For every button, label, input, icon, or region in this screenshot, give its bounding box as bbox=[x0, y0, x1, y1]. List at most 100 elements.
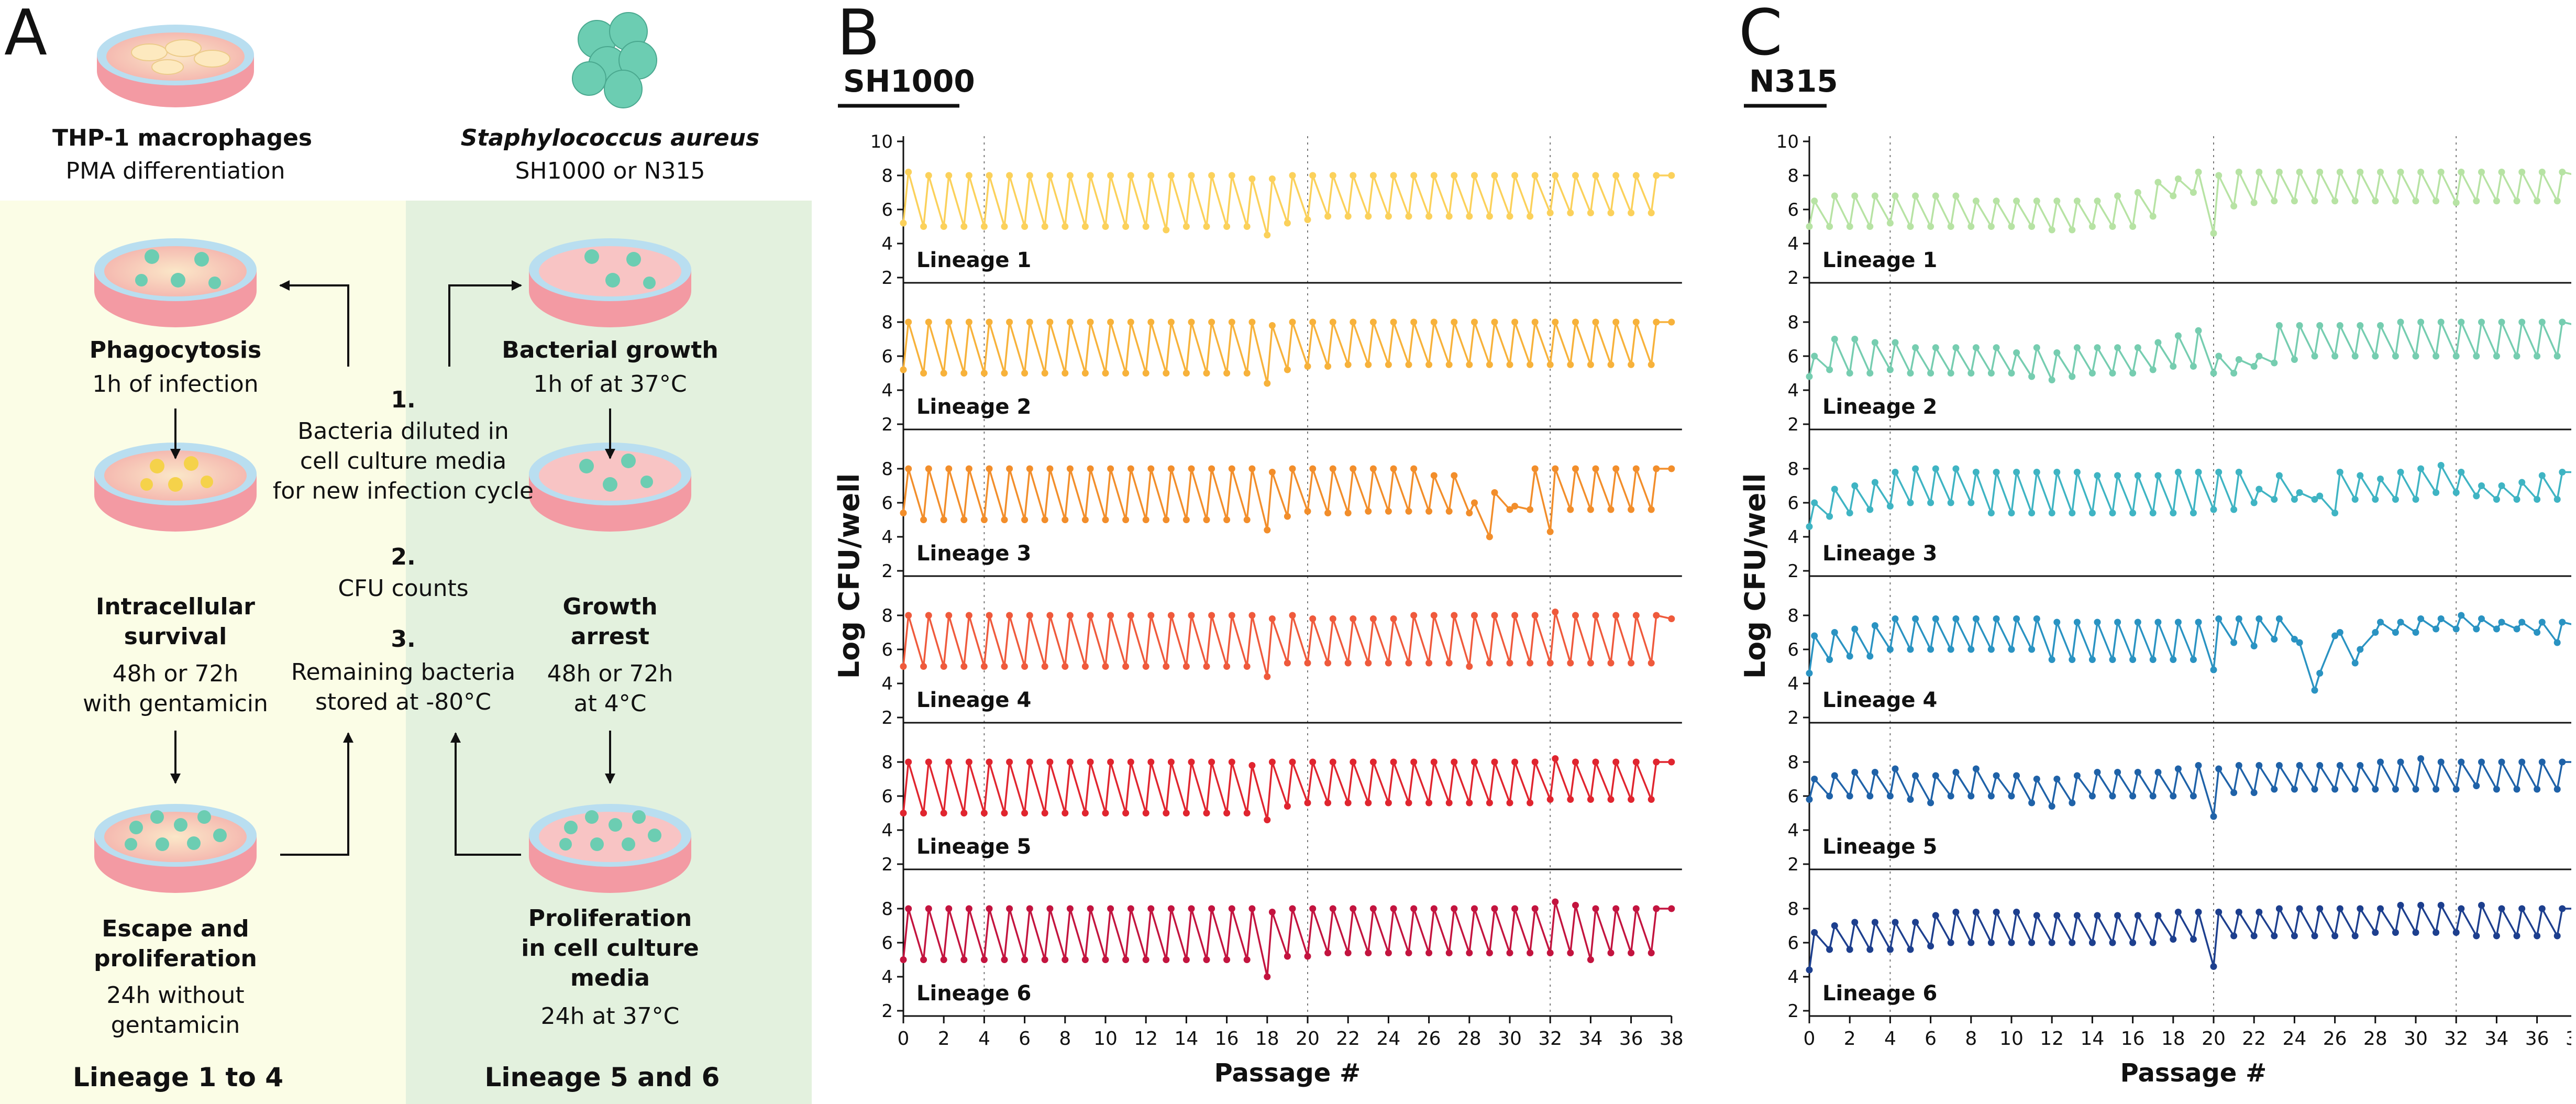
n315-lineage-1-label: Lineage 1 bbox=[1822, 248, 1937, 272]
sh1000-lineage-2-y-tick-label-8: 8 bbox=[881, 312, 893, 333]
n315-lineage-3-point-38 bbox=[2190, 510, 2197, 516]
sh1000-lineage-2-point-72 bbox=[1628, 361, 1635, 368]
n315-lineage-3-y-tick-label-4: 4 bbox=[1787, 527, 1799, 548]
sh1000-lineage-4-y-tick-label-8: 8 bbox=[881, 605, 893, 626]
n315-lineage-4-y-tick-label-8: 8 bbox=[1787, 605, 1799, 626]
sh1000-lineage-2-point-68 bbox=[1587, 361, 1594, 368]
sh1000-lineage-3-point-51 bbox=[1410, 465, 1418, 472]
n315-lineage-3-point-64 bbox=[2452, 489, 2460, 496]
n315-lineage-1-point-67 bbox=[2478, 169, 2485, 175]
n315-lineage-1-point-46 bbox=[2271, 197, 2278, 205]
n315-lineage-5-point-70 bbox=[2513, 786, 2520, 793]
sh1000-lineage-1-point-22 bbox=[1122, 223, 1130, 230]
sh1000-lineage-3-point-3 bbox=[925, 465, 932, 472]
n315-lineage-2-point-15 bbox=[1952, 344, 1960, 351]
phagocytosis-desc: 1h of infection bbox=[92, 371, 259, 398]
escape-desc-1: 24h without bbox=[106, 982, 245, 1009]
n315-lineage-3-point-25 bbox=[2053, 469, 2061, 476]
sh1000-lineage-2-point-46 bbox=[1365, 361, 1372, 368]
sh1000-lineage-5-label: Lineage 5 bbox=[916, 835, 1031, 859]
sh1000-lineage-3-point-8 bbox=[980, 516, 988, 523]
sh1000-lineage-5-point-15 bbox=[1046, 758, 1054, 766]
sh1000-lineage-1-point-63 bbox=[1531, 172, 1539, 179]
n315-lineage-6-line bbox=[1808, 904, 2571, 970]
n315-lineage-5-point-43 bbox=[2235, 762, 2242, 769]
n315-lineage-3-point-43 bbox=[2235, 469, 2242, 476]
n315-lineage-5-point-61 bbox=[2417, 755, 2425, 762]
sh1000-lineage-2-point-62 bbox=[1527, 361, 1534, 368]
sh1000-lineage-3-point-67 bbox=[1572, 465, 1579, 472]
sh1000-lineage-5-point-56 bbox=[1466, 799, 1473, 807]
escape-desc-2: gentamicin bbox=[110, 1012, 240, 1039]
n315-lineage-1-point-38 bbox=[2190, 189, 2197, 196]
n315-lineage-3-point-18 bbox=[1987, 510, 1995, 516]
n315-lineage-2-point-34 bbox=[2149, 366, 2157, 373]
sh1000-lineage-4-point-3 bbox=[925, 612, 932, 619]
sh1000-lineage-3-y-tick-label-6: 6 bbox=[881, 493, 893, 514]
n315-lineage-3-point-45 bbox=[2256, 485, 2263, 493]
lineage-1-4-background bbox=[0, 201, 406, 1104]
sh1000-lineage-3-point-71 bbox=[1612, 465, 1620, 472]
sh1000-lineage-1-point-47 bbox=[1369, 172, 1377, 179]
sh1000-lineage-2-point-6 bbox=[960, 370, 968, 377]
sh1000-x-axis-label: Passage # bbox=[1214, 1058, 1361, 1088]
n315-lineage-6-point-1 bbox=[1811, 929, 1818, 936]
n315-lineage-2-point-69 bbox=[2498, 318, 2505, 326]
sh1000-lineage-5-point-32 bbox=[1223, 810, 1231, 816]
sh1000-lineage-6-point-38 bbox=[1284, 953, 1291, 960]
sh1000-lineage-1-point-36 bbox=[1264, 231, 1271, 239]
sh1000-lineage-4-point-49 bbox=[1390, 615, 1397, 622]
n315-lineage-3-point-50 bbox=[2311, 496, 2318, 503]
sh1000-lineage-5-point-53 bbox=[1430, 758, 1438, 766]
sh1000-lineage-2-point-20 bbox=[1102, 370, 1109, 377]
sh1000-lineage-6-point-34 bbox=[1243, 956, 1251, 963]
step-1-number: 1. bbox=[391, 387, 416, 413]
sh1000-lineage-6-y-tick-label-4: 4 bbox=[881, 967, 893, 988]
sh1000-lineage-3-point-70 bbox=[1607, 506, 1615, 513]
n315-lineage-6-point-45 bbox=[2256, 909, 2263, 915]
sh1000-lineage-4-point-23 bbox=[1127, 612, 1134, 619]
n315-lineage-4-point-2 bbox=[1826, 656, 1833, 663]
n315-lineage-2-point-33 bbox=[2134, 344, 2141, 351]
n315-lineage-5-point-75 bbox=[2559, 758, 2566, 766]
sh1000-lineage-5-point-74 bbox=[1648, 796, 1655, 803]
sh1000-lineage-4-point-17 bbox=[1066, 612, 1074, 619]
sh1000-lineage-3-y-tick-label-8: 8 bbox=[881, 459, 893, 480]
n315-lineage-3-point-55 bbox=[2357, 472, 2364, 479]
proliferation-dish-icon bbox=[529, 804, 691, 893]
n315-lineage-4-point-54 bbox=[2351, 659, 2359, 667]
intracellular-desc-2: with gentamicin bbox=[83, 690, 268, 717]
n315-lineage-3-point-8 bbox=[1886, 503, 1894, 510]
n315-lineage-4-point-25 bbox=[2053, 619, 2061, 626]
n315-lineage-2-point-45 bbox=[2256, 352, 2263, 360]
sh1000-lineage-1-point-35 bbox=[1248, 175, 1256, 182]
escape-title-2: proliferation bbox=[94, 945, 257, 972]
n315-lineage-1-point-37 bbox=[2174, 175, 2182, 182]
sh1000-lineage-5-point-36 bbox=[1264, 816, 1271, 823]
sh1000-lineage-6-point-41 bbox=[1309, 905, 1317, 912]
n315-lineage-4-point-35 bbox=[2154, 619, 2162, 626]
n315-lineage-2-point-1 bbox=[1811, 352, 1818, 360]
n315-lineage-6-point-20 bbox=[2008, 939, 2015, 946]
sh1000-lineage-3-point-48 bbox=[1385, 507, 1392, 515]
sh1000-lineage-5-y-tick-label-6: 6 bbox=[881, 786, 893, 807]
sh1000-lineage-2-point-28 bbox=[1182, 370, 1190, 377]
n315-lineage-3-point-24 bbox=[2048, 510, 2055, 516]
sh1000-lineage-3-point-18 bbox=[1081, 516, 1089, 523]
sh1000-lineage-5-point-37 bbox=[1268, 758, 1276, 766]
sh1000-x-tick-label-6: 6 bbox=[1019, 1028, 1031, 1050]
sh1000-lineage-4-point-18 bbox=[1081, 663, 1089, 670]
n315-lineage-4-point-18 bbox=[1987, 646, 1995, 653]
sh1000-lineage-3-point-73 bbox=[1632, 465, 1640, 472]
n315-lineage-6-point-24 bbox=[2048, 939, 2055, 946]
n315-lineage-1-point-75 bbox=[2559, 169, 2566, 175]
n315-lineage-6-point-5 bbox=[1851, 919, 1859, 926]
sh1000-lineage-3-label: Lineage 3 bbox=[916, 542, 1031, 566]
sh1000-lineage-4-point-30 bbox=[1203, 663, 1210, 670]
sh1000-lineage-4-point-54 bbox=[1445, 659, 1453, 667]
sh1000-lineage-5-point-12 bbox=[1021, 810, 1029, 816]
n315-lineage-4-point-16 bbox=[1967, 646, 1975, 653]
n315-x-tick-label-18: 18 bbox=[2161, 1028, 2185, 1050]
n315-lineage-6-point-65 bbox=[2458, 905, 2465, 912]
